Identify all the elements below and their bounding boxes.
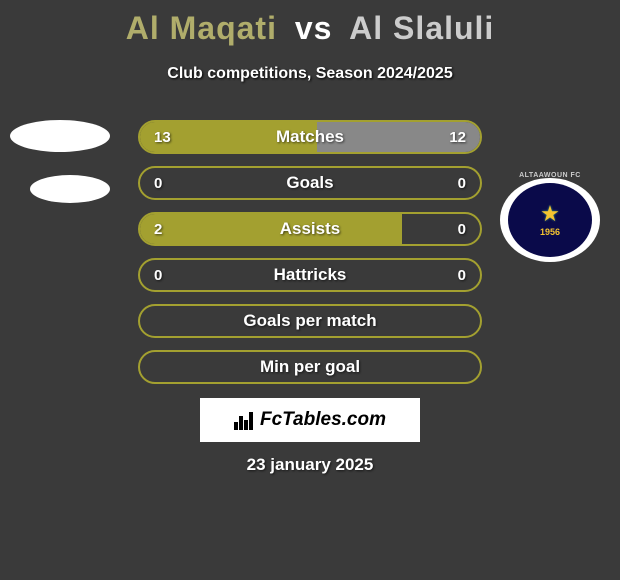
player2-club-badge: ALTAAWOUN FC ★ 1956 (500, 178, 600, 262)
player1-name: Al Maqati (126, 10, 277, 46)
stat-value-right: 0 (458, 168, 466, 198)
stat-label: Min per goal (140, 352, 480, 382)
comparison-title: Al Maqati vs Al Slaluli (0, 0, 620, 47)
stat-row: Matches13 12 (138, 120, 482, 154)
stat-row: Hattricks0 0 (138, 258, 482, 292)
brand-text: FcTables.com (260, 409, 386, 431)
player1-club-placeholder (30, 175, 110, 203)
stat-value-left: 0 (154, 168, 162, 198)
stat-label: Hattricks (140, 260, 480, 290)
badge-year: 1956 (540, 227, 560, 237)
stat-row: Assists2 0 (138, 212, 482, 246)
chart-icon (234, 410, 254, 430)
badge-inner: ★ 1956 (508, 183, 592, 257)
stat-value-left: 13 (154, 122, 171, 152)
stat-row: Goals per match (138, 304, 482, 338)
stat-value-right: 12 (449, 122, 466, 152)
stat-label: Goals (140, 168, 480, 198)
stat-label: Matches (140, 122, 480, 152)
player1-badge-placeholder (10, 120, 110, 152)
stat-label: Assists (140, 214, 480, 244)
stats-bars: Matches1312Goals00Assists20Hattricks00Go… (138, 120, 482, 396)
stat-row: Goals0 0 (138, 166, 482, 200)
season-subtitle: Club competitions, Season 2024/2025 (0, 65, 620, 83)
badge-star-icon: ★ (540, 203, 560, 225)
stat-row: Min per goal (138, 350, 482, 384)
stat-value-left: 0 (154, 260, 162, 290)
fctables-watermark: FcTables.com (200, 398, 420, 442)
vs-text: vs (295, 10, 333, 46)
badge-caption: ALTAAWOUN FC (500, 172, 600, 179)
date-text: 23 january 2025 (0, 455, 620, 475)
stat-value-right: 0 (458, 214, 466, 244)
stat-value-right: 0 (458, 260, 466, 290)
stat-value-left: 2 (154, 214, 162, 244)
player2-name: Al Slaluli (349, 10, 494, 46)
stat-label: Goals per match (140, 306, 480, 336)
